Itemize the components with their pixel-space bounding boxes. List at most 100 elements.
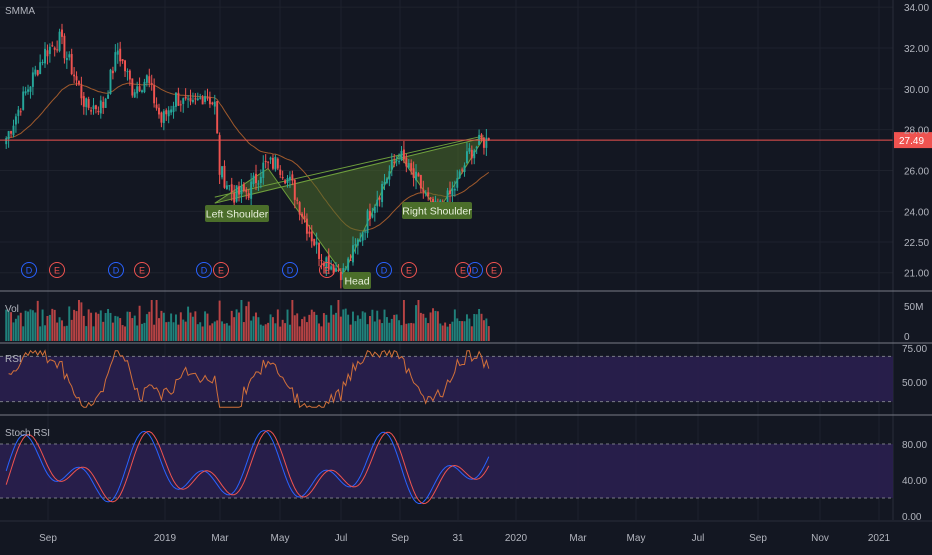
volume-bar bbox=[385, 317, 388, 341]
volume-bar bbox=[250, 320, 253, 341]
candle-body bbox=[458, 171, 461, 179]
candle-body bbox=[24, 91, 27, 94]
candle-body bbox=[27, 89, 30, 92]
candle-body bbox=[201, 97, 204, 105]
candle-body bbox=[262, 162, 265, 178]
volume-tick-label: 50M bbox=[904, 302, 923, 313]
smma-line bbox=[6, 82, 490, 232]
volume-bar bbox=[322, 313, 325, 341]
volume-bar bbox=[102, 321, 105, 341]
volume-bar bbox=[97, 313, 100, 341]
event-label: D bbox=[201, 266, 208, 276]
volume-bar bbox=[463, 321, 466, 341]
candle-body bbox=[468, 148, 471, 152]
candle-body bbox=[305, 218, 308, 234]
candle-body bbox=[247, 193, 250, 198]
volume-bar bbox=[90, 312, 93, 341]
candle-body bbox=[318, 242, 321, 259]
time-tick-label: Nov bbox=[811, 533, 829, 544]
candle-body bbox=[141, 90, 143, 92]
stoch-tick-label: 80.00 bbox=[902, 440, 927, 451]
candle-body bbox=[310, 231, 313, 242]
volume-bar bbox=[288, 324, 291, 341]
volume-bar bbox=[279, 326, 282, 341]
volume-bar bbox=[107, 308, 110, 341]
candle-body bbox=[150, 82, 153, 85]
volume-bar bbox=[368, 316, 371, 341]
candle-body bbox=[143, 81, 146, 93]
volume-bar bbox=[70, 319, 73, 341]
volume-bar bbox=[128, 311, 131, 341]
candle-body bbox=[77, 80, 80, 85]
volume-bar bbox=[85, 326, 88, 341]
candle-body bbox=[412, 168, 415, 178]
time-tick-label: Jul bbox=[692, 533, 705, 544]
volume-bar bbox=[240, 300, 243, 341]
candle-body bbox=[364, 231, 367, 233]
volume-bar bbox=[487, 326, 490, 341]
volume-bar bbox=[143, 322, 146, 341]
volume-bar bbox=[468, 318, 471, 341]
price-tick-label: 28.00 bbox=[904, 126, 929, 137]
volume-bar bbox=[252, 316, 255, 341]
volume-title: Vol bbox=[5, 304, 19, 315]
candle-body bbox=[356, 239, 359, 246]
time-tick-label: 2020 bbox=[505, 533, 528, 544]
candle-body bbox=[34, 69, 37, 75]
volume-bar bbox=[407, 323, 410, 341]
candle-body bbox=[82, 96, 85, 107]
candle-body bbox=[388, 171, 391, 180]
price-tick-label: 22.50 bbox=[904, 238, 929, 249]
volume-bar bbox=[174, 314, 177, 341]
volume-bar bbox=[208, 325, 211, 341]
volume-bar bbox=[177, 324, 180, 341]
candle-body bbox=[131, 78, 134, 96]
event-marker-E bbox=[455, 262, 471, 278]
candle-body bbox=[68, 54, 71, 58]
candle-body bbox=[194, 98, 197, 100]
candle-body bbox=[114, 52, 117, 71]
rsi-line bbox=[8, 349, 490, 409]
price-tick-label: 26.00 bbox=[904, 167, 929, 178]
candle-body bbox=[124, 60, 127, 72]
candle-body bbox=[359, 240, 362, 242]
candle-body bbox=[61, 29, 63, 37]
current-price-label: 27.49 bbox=[899, 136, 924, 147]
candle-body bbox=[63, 35, 66, 59]
volume-bar bbox=[444, 322, 447, 341]
volume-bar bbox=[24, 310, 27, 341]
volume-bar bbox=[480, 313, 483, 341]
volume-bar bbox=[383, 309, 386, 341]
candle-body bbox=[97, 110, 100, 113]
event-marker-D bbox=[196, 262, 212, 278]
event-label: D bbox=[113, 266, 120, 276]
volume-bar bbox=[29, 309, 32, 341]
volume-bar bbox=[405, 323, 408, 341]
volume-bar bbox=[446, 326, 449, 341]
time-tick-label: May bbox=[627, 533, 646, 544]
volume-bar bbox=[150, 300, 153, 341]
volume-bar bbox=[339, 316, 342, 341]
volume-bar bbox=[335, 312, 337, 341]
volume-bar bbox=[274, 323, 277, 341]
candle-body bbox=[31, 72, 34, 87]
volume-bar bbox=[223, 323, 226, 341]
candle-body bbox=[257, 183, 260, 185]
volume-bar bbox=[165, 322, 168, 341]
volume-bar bbox=[262, 325, 265, 341]
volume-bar bbox=[65, 325, 68, 341]
rsi-band bbox=[0, 356, 893, 402]
candle-body bbox=[274, 156, 277, 170]
volume-bar bbox=[77, 300, 80, 341]
volume-bar bbox=[141, 323, 143, 341]
candle-body bbox=[56, 49, 59, 51]
volume-bar bbox=[199, 322, 202, 341]
label-head: Head bbox=[344, 276, 369, 288]
time-tick-label: Sep bbox=[39, 533, 57, 544]
volume-bar bbox=[310, 309, 313, 341]
volume-bar bbox=[225, 323, 228, 341]
volume-bar bbox=[284, 323, 287, 341]
price-tick-label: 32.00 bbox=[904, 44, 929, 55]
volume-bar bbox=[75, 311, 78, 341]
candle-body bbox=[136, 86, 139, 94]
